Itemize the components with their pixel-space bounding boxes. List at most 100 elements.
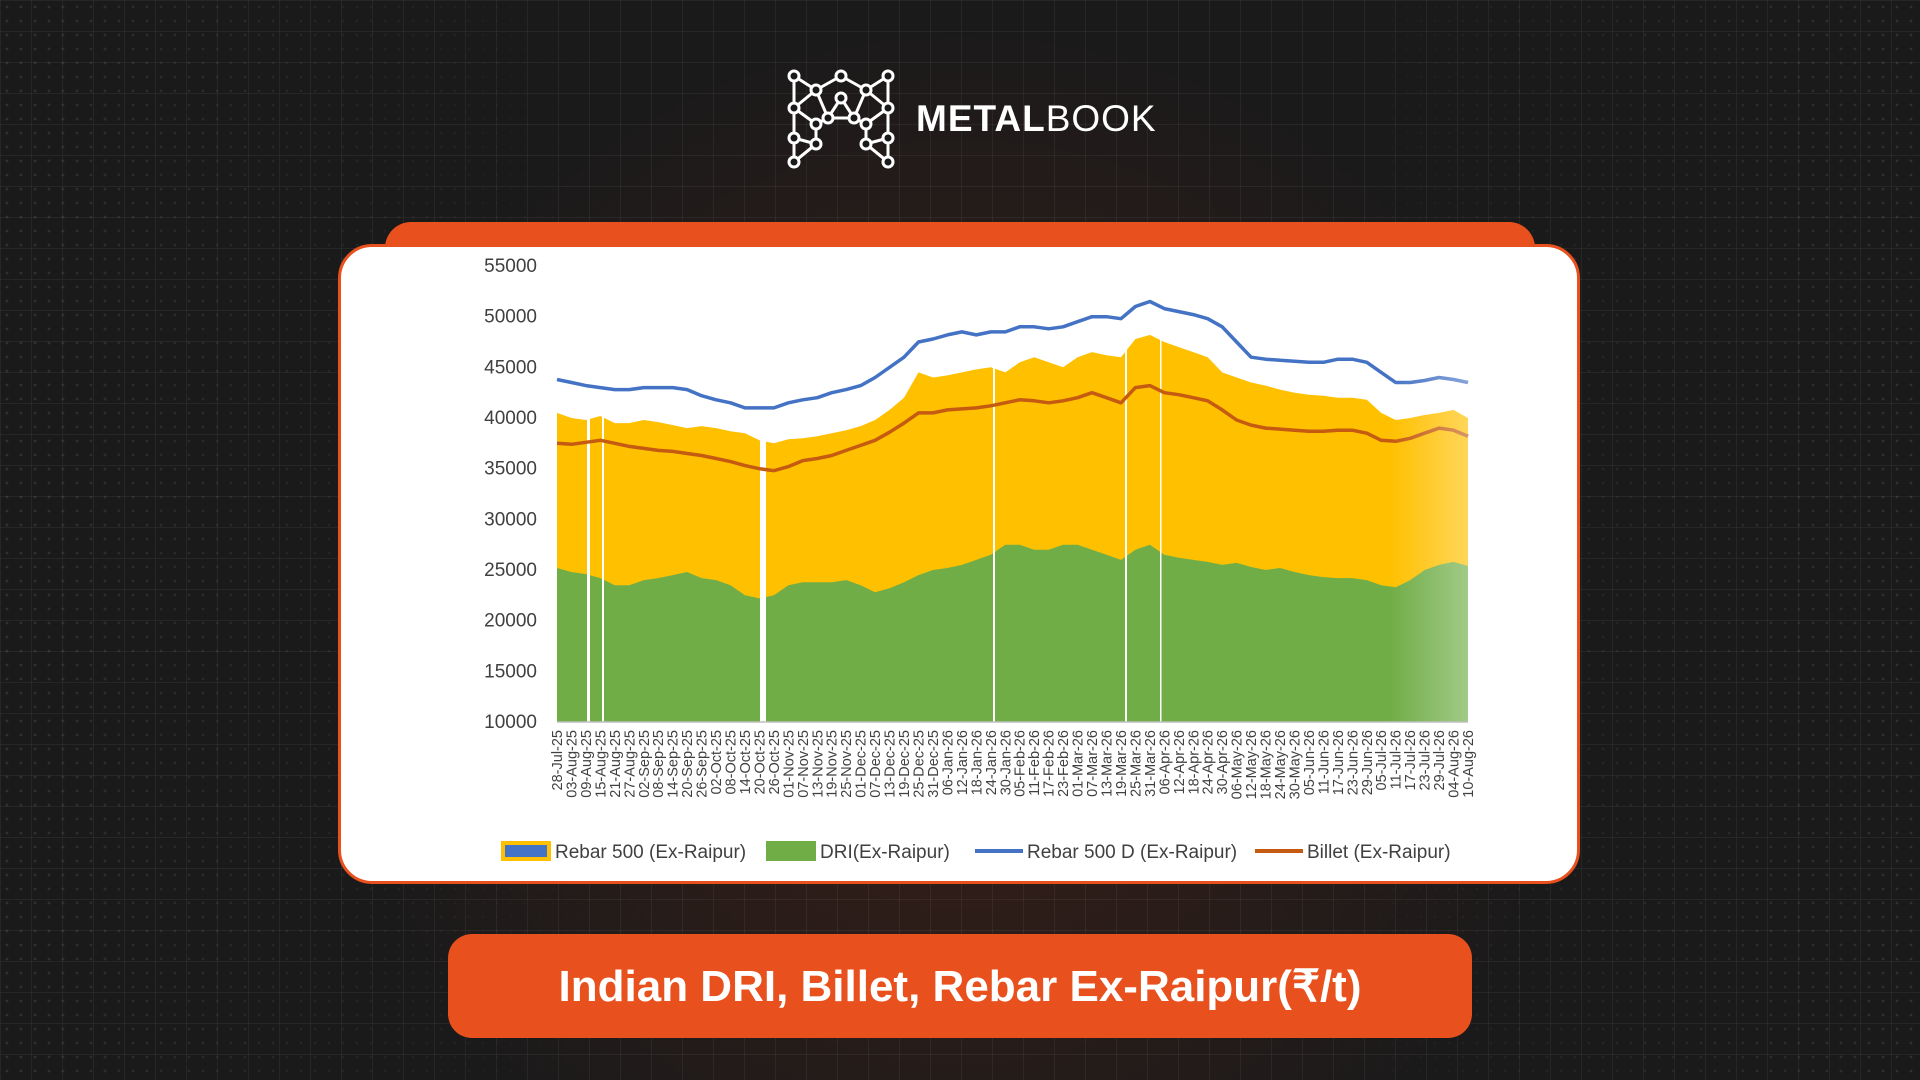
data-gap <box>587 266 590 722</box>
x-tick-label: 08-Sep-25 <box>651 730 667 798</box>
x-tick-label: 04-Aug-26 <box>1447 730 1463 798</box>
x-axis: 28-Jul-2503-Aug-2509-Aug-2515-Aug-2521-A… <box>550 721 1477 799</box>
x-tick-label: 06-Apr-26 <box>1157 730 1173 794</box>
chart-lines <box>556 299 1469 473</box>
x-tick-label: 30-Jan-26 <box>998 730 1014 795</box>
x-tick-label: 19-Dec-25 <box>897 730 913 798</box>
area-dri <box>557 544 1468 722</box>
x-tick-label: 26-Sep-25 <box>695 730 711 798</box>
y-tick-label: 30000 <box>484 509 537 530</box>
y-tick-label: 55000 <box>484 256 537 277</box>
x-tick-label: 15-Aug-25 <box>593 730 609 798</box>
x-tick-label: 11-Jul-26 <box>1389 730 1405 789</box>
x-tick-label: 07-Mar-26 <box>1085 730 1101 797</box>
chart-areas <box>557 334 1468 722</box>
x-tick-label: 05-Jun-26 <box>1302 730 1318 795</box>
data-gap <box>602 266 604 722</box>
x-tick-label: 25-Mar-26 <box>1128 730 1144 797</box>
x-tick-label: 19-Mar-26 <box>1114 730 1130 797</box>
x-tick-label: 09-Aug-25 <box>579 730 595 798</box>
legend-label: Billet (Ex-Raipur) <box>1307 842 1451 863</box>
legend: Rebar 500 (Ex-Raipur) DRI(Ex-Raipur) Rebar… <box>501 841 1451 863</box>
x-tick-label: 24-Apr-26 <box>1201 730 1217 794</box>
x-tick-label: 31-Mar-26 <box>1143 730 1159 797</box>
x-tick-label: 18-May-26 <box>1259 730 1275 799</box>
legend-swatch <box>501 841 551 861</box>
x-tick-label: 18-Jan-26 <box>969 730 985 795</box>
x-tick-label: 23-Jul-26 <box>1418 730 1434 790</box>
legend-item: Billet (Ex-Raipur) <box>1255 842 1451 863</box>
x-tick-label: 06-May-26 <box>1230 730 1246 799</box>
x-tick-label: 17-Feb-26 <box>1042 730 1058 797</box>
x-tick-label: 29-Jun-26 <box>1360 730 1376 795</box>
x-tick-label: 07-Dec-25 <box>868 730 884 798</box>
x-tick-label: 08-Oct-25 <box>724 730 740 794</box>
x-tick-label: 21-Aug-25 <box>608 730 624 798</box>
x-tick-label: 11-Feb-26 <box>1027 730 1043 796</box>
x-tick-label: 07-Nov-25 <box>796 730 812 798</box>
x-tick-label: 14-Oct-25 <box>738 730 754 794</box>
y-tick-label: 45000 <box>484 357 537 378</box>
network-m-icon <box>787 69 895 169</box>
x-tick-label: 10-Aug-26 <box>1461 730 1477 798</box>
x-tick-label: 01-Nov-25 <box>781 730 797 798</box>
x-tick-label: 30-Apr-26 <box>1215 730 1231 794</box>
legend-item: Rebar 500 (Ex-Raipur) <box>501 841 746 863</box>
x-tick-label: 25-Dec-25 <box>912 730 928 798</box>
x-tick-label: 13-Nov-25 <box>810 730 826 798</box>
legend-swatch <box>766 841 816 861</box>
x-tick-label: 02-Oct-25 <box>709 730 725 794</box>
x-tick-label: 25-Nov-25 <box>839 730 855 798</box>
y-tick-label: 25000 <box>484 560 537 581</box>
y-tick-label: 35000 <box>484 459 537 480</box>
x-tick-label: 24-May-26 <box>1273 730 1289 799</box>
x-tick-label: 03-Aug-25 <box>565 730 581 798</box>
x-tick-label: 23-Jun-26 <box>1345 730 1361 795</box>
data-gap <box>1125 266 1127 722</box>
x-tick-label: 13-Dec-25 <box>883 730 899 798</box>
x-tick-label: 30-May-26 <box>1288 730 1304 799</box>
y-tick-label: 40000 <box>484 408 537 429</box>
y-tick-label: 15000 <box>484 661 537 682</box>
data-gap <box>760 266 766 722</box>
x-tick-label: 05-Feb-26 <box>1013 730 1029 797</box>
brand-name: METALBOOK <box>916 98 1157 140</box>
x-tick-label: 14-Sep-25 <box>666 730 682 798</box>
x-tick-label: 05-Jul-26 <box>1374 730 1390 790</box>
legend-item: DRI(Ex-Raipur) <box>766 841 950 863</box>
x-tick-label: 31-Dec-25 <box>926 730 942 798</box>
brand-logo: METALBOOK <box>786 68 1157 170</box>
x-tick-label: 23-Feb-26 <box>1056 730 1072 797</box>
line-billet <box>556 383 1469 473</box>
data-gap <box>993 266 995 722</box>
x-tick-label: 18-Apr-26 <box>1186 730 1202 794</box>
legend-item: Rebar 500 D (Ex-Raipur) <box>975 842 1237 863</box>
x-tick-label: 20-Sep-25 <box>680 730 696 798</box>
x-tick-label: 11-Jun-26 <box>1316 730 1332 794</box>
x-tick-label: 26-Oct-25 <box>767 730 783 794</box>
y-tick-label: 50000 <box>484 307 537 328</box>
x-tick-label: 28-Jul-25 <box>550 730 566 790</box>
brand-name-bold: METAL <box>916 98 1046 139</box>
x-tick-label: 01-Mar-26 <box>1071 730 1087 797</box>
line-rebar-500-d <box>556 299 1469 410</box>
x-tick-label: 12-May-26 <box>1244 730 1260 799</box>
x-tick-label: 29-Jul-26 <box>1432 730 1448 790</box>
chart-title: Indian DRI, Billet, Rebar Ex-Raipur(₹/t) <box>448 934 1472 1038</box>
x-tick-label: 19-Nov-25 <box>825 730 841 798</box>
x-tick-label: 01-Dec-25 <box>854 730 870 798</box>
x-tick-label: 12-Apr-26 <box>1172 730 1188 794</box>
y-tick-label: 10000 <box>484 712 537 733</box>
legend-label: DRI(Ex-Raipur) <box>820 842 950 863</box>
x-tick-label: 17-Jul-26 <box>1403 730 1419 790</box>
right-fade <box>1390 330 1468 722</box>
y-tick-label: 20000 <box>484 611 537 632</box>
x-tick-label: 20-Oct-25 <box>752 730 768 794</box>
chart-gaps <box>587 266 1162 722</box>
legend-label: Rebar 500 (Ex-Raipur) <box>555 842 746 863</box>
x-tick-label: 06-Jan-26 <box>940 730 956 795</box>
data-gap <box>1160 266 1162 722</box>
x-tick-label: 27-Aug-25 <box>622 730 638 798</box>
x-tick-label: 17-Jun-26 <box>1331 730 1347 795</box>
